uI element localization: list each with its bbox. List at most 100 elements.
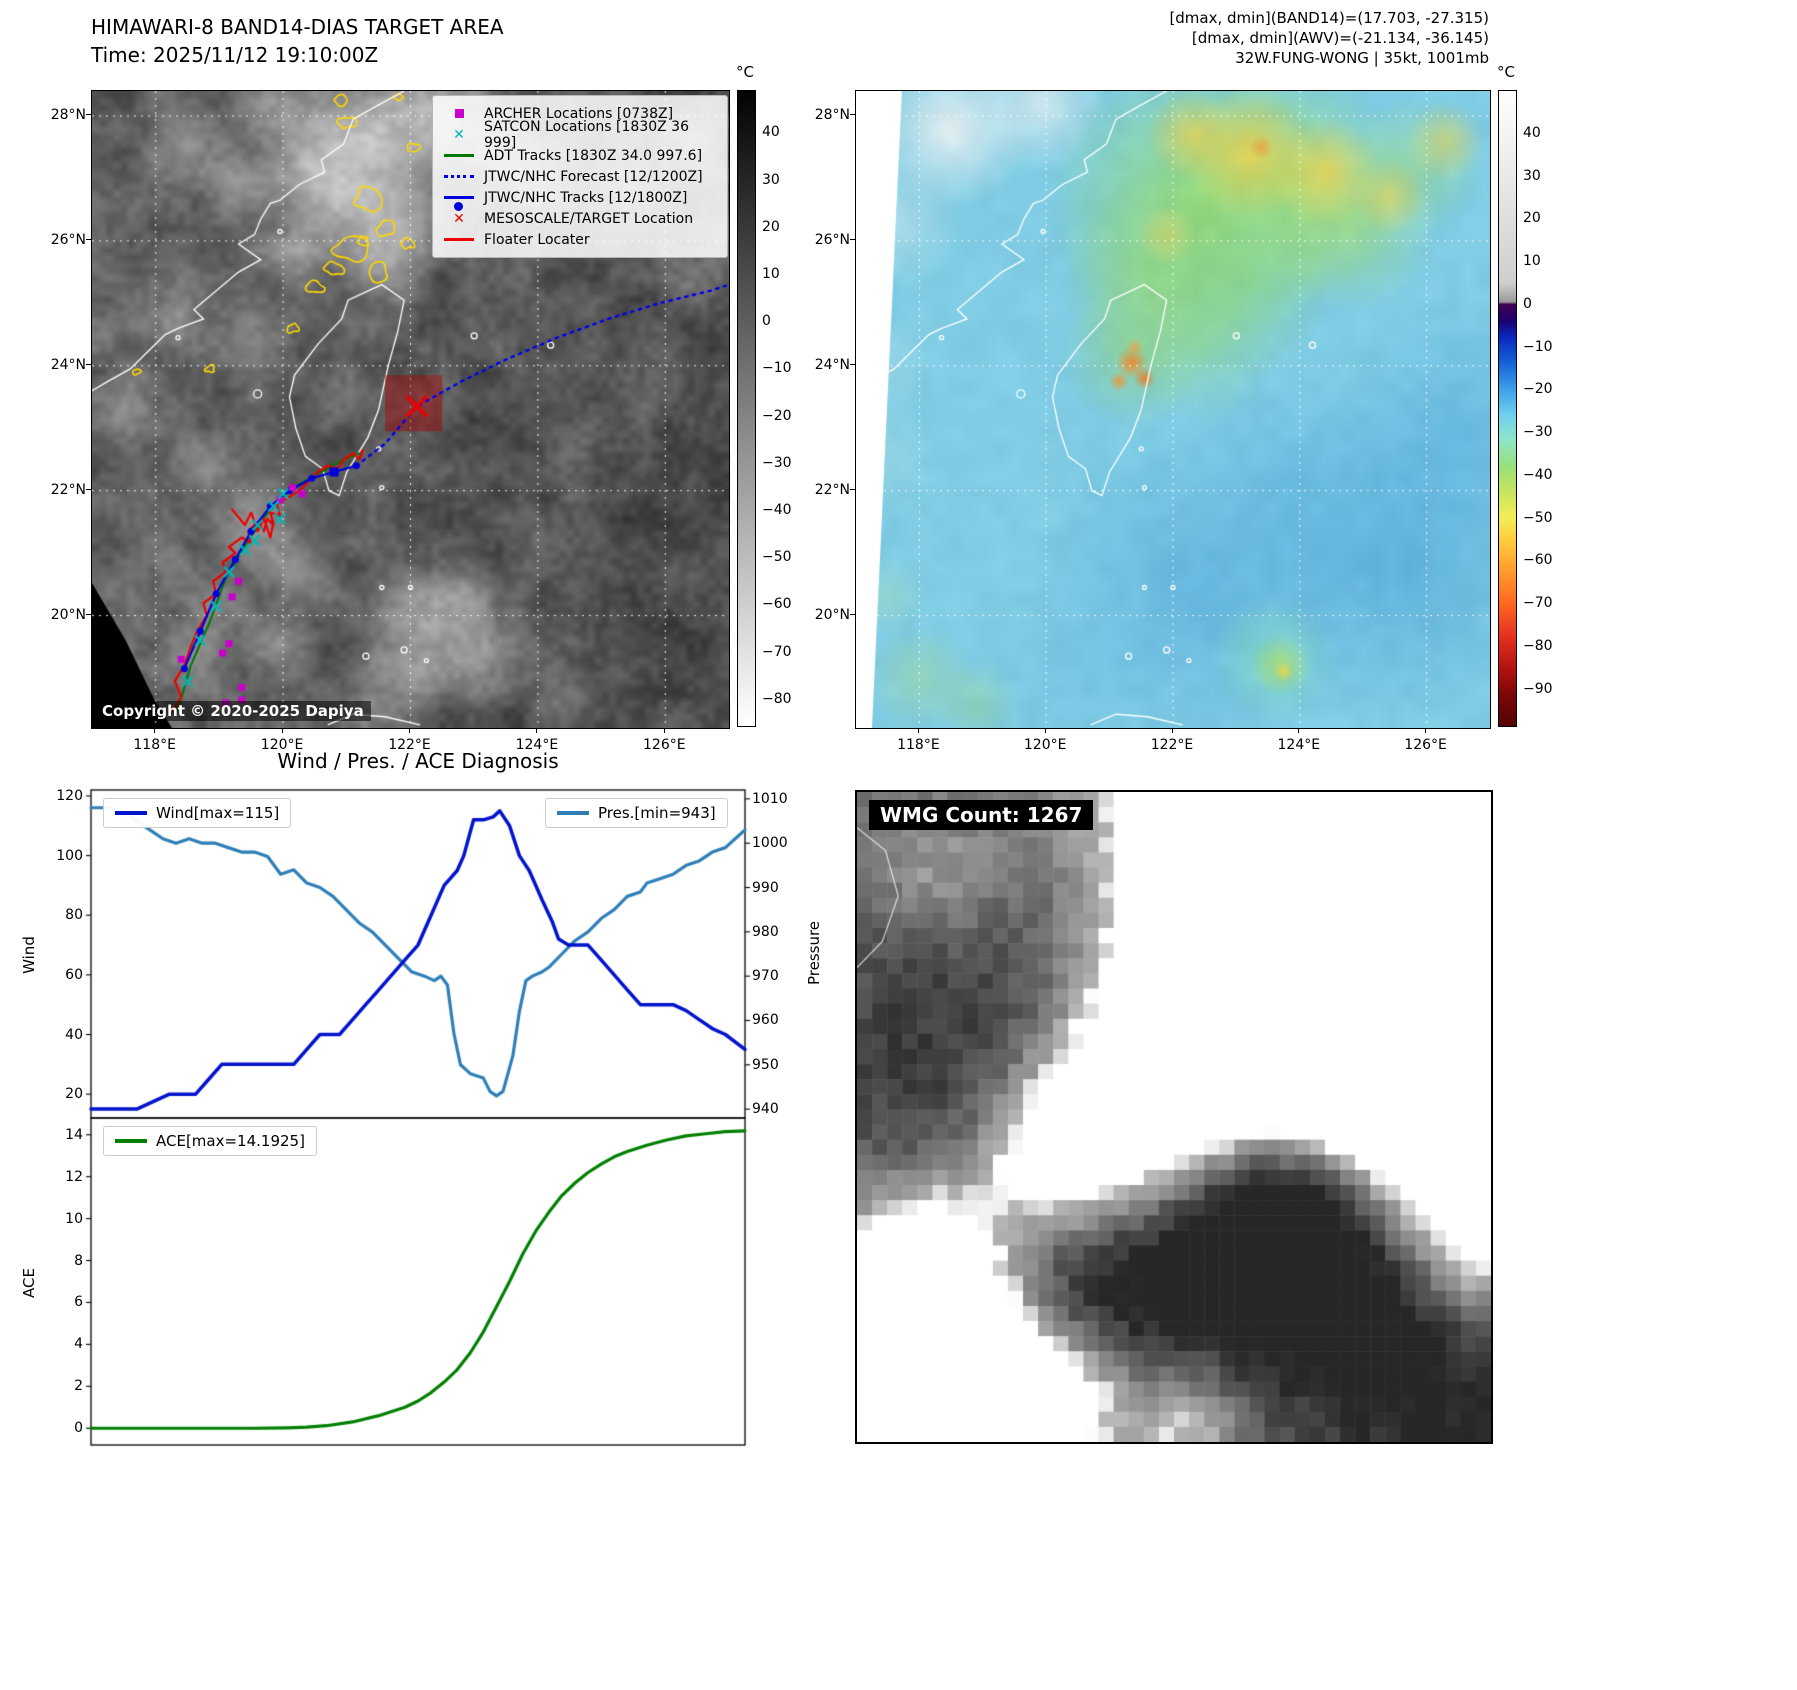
pressure-legend-label: Pres.[min=943]	[598, 804, 716, 822]
band14-lon-tick-label: 120°E	[260, 737, 304, 753]
band14-lat-tick-label: 24°N	[50, 356, 86, 373]
band14-lat-tick-mark	[86, 489, 91, 491]
band14-colorbar	[737, 90, 756, 727]
pressure-ytick-label: 990	[752, 879, 779, 896]
band14-lon-tick-mark	[154, 728, 156, 733]
awv-lon-tick-label: 118°E	[897, 737, 940, 753]
wind-ytick-label: 40	[65, 1026, 83, 1043]
awv-lon-tick-mark	[1425, 728, 1427, 733]
pressure-ytick-label: 970	[752, 968, 779, 985]
awv-lat-tick-label: 28°N	[814, 106, 850, 123]
band14-colorbar-tick-label: −50	[762, 549, 792, 566]
awv-lon-tick-mark	[917, 728, 919, 733]
ace-ytick-label: 6	[74, 1294, 83, 1311]
panel1-subtitle: Time: 2025/11/12 19:10:00Z	[91, 43, 379, 67]
legend-item-label: MESOSCALE/TARGET Location	[484, 210, 694, 227]
satcon-x-icon: ✕	[453, 126, 465, 143]
storm-info-text: 32W.FUNG-WONG | 35kt, 1001mb	[1235, 49, 1489, 67]
band14-lat-tick-label: 28°N	[50, 106, 86, 123]
awv-lon-tick-mark	[1171, 728, 1173, 733]
band14-colorbar-tick-label: 30	[762, 171, 780, 188]
pressure-ytick-label: 1000	[752, 835, 788, 852]
band14-lon-tick-label: 118°E	[133, 737, 176, 753]
awv-colorbar-tick-label: 20	[1523, 210, 1541, 227]
wind-legend-label: Wind[max=115]	[156, 804, 280, 822]
ace-ytick-label: 12	[65, 1168, 83, 1185]
wind-legend-line	[115, 811, 147, 815]
legend-item: ✕ MESOSCALE/TARGET Location	[443, 208, 717, 229]
awv-colorbar-tick-label: 0	[1523, 295, 1532, 312]
pressure-ytick-label: 950	[752, 1056, 779, 1073]
band14-lon-tick-label: 124°E	[515, 737, 559, 753]
legend-item-label: JTWC/NHC Tracks [12/1800Z]	[484, 189, 688, 206]
awv-colorbar	[1498, 90, 1517, 727]
band14-colorbar-tick-label: 0	[762, 313, 771, 330]
track-line-dot-icon	[443, 196, 475, 211]
awv-colorbar-tick-label: −80	[1523, 637, 1553, 654]
band14-lon-tick-mark	[663, 728, 665, 733]
ace-ytick-label: 14	[65, 1126, 83, 1143]
track-line-icon	[443, 238, 475, 241]
awv-lon-tick-mark	[1044, 728, 1046, 733]
band14-colorbar-tick-label: −30	[762, 454, 792, 471]
awv-colorbar-tick-label: −20	[1523, 381, 1553, 398]
pressure-ytick-label: 960	[752, 1012, 779, 1029]
legend-item-label: SATCON Locations [1830Z 36 999]	[484, 118, 689, 151]
wind-ytick-label: 80	[65, 907, 83, 924]
band14-lon-tick-label: 122°E	[388, 737, 431, 753]
awv-colorbar-tick-label: 10	[1523, 253, 1541, 269]
band14-lat-tick-mark	[86, 364, 91, 366]
awv-lon-tick-label: 122°E	[1150, 737, 1194, 753]
band14-colorbar-tick-label: −70	[762, 643, 792, 660]
pressure-ytick-label: 1010	[752, 790, 788, 807]
awv-lat-tick-mark	[850, 114, 855, 116]
band14-dmax-dmin-text: [dmax, dmin](BAND14)=(17.703, -27.315)	[1169, 9, 1489, 27]
awv-colorbar-tick-label: −40	[1523, 466, 1553, 483]
awv-lat-tick-label: 20°N	[814, 606, 850, 623]
awv-lat-tick-mark	[850, 489, 855, 491]
wind-ytick-label: 20	[65, 1086, 83, 1103]
awv-colorbar-tick-label: −60	[1523, 552, 1553, 569]
band14-colorbar-tick-label: 20	[762, 218, 780, 235]
map-legend: ARCHER Locations [0738Z] ✕ SATCON Location…	[432, 95, 728, 258]
track-line-icon	[443, 154, 475, 157]
pressure-ytick-label: 980	[752, 923, 779, 940]
copyright-badge: Copyright © 2020-2025 Dapiya	[95, 701, 371, 721]
ace-ytick-label: 10	[65, 1210, 83, 1227]
awv-lat-tick-mark	[850, 364, 855, 366]
legend-item-label: ADT Tracks [1830Z 34.0 997.6]	[484, 147, 703, 164]
awv-colorbar-tick-label: −10	[1523, 338, 1553, 355]
legend-item: ARCHER Locations [0738Z]	[443, 103, 717, 124]
wind-ytick-label: 60	[65, 966, 83, 983]
awv-colorbar-tick-label: −30	[1523, 424, 1553, 440]
band14-colorbar-tick-label: 40	[762, 124, 780, 141]
band14-lat-tick-mark	[86, 114, 91, 116]
wind-ytick-label: 100	[56, 847, 83, 864]
band14-colorbar-tick-label: −40	[762, 501, 792, 518]
ace-ytick-label: 8	[74, 1252, 83, 1269]
wind-legend: Wind[max=115]	[103, 798, 292, 828]
legend-item: JTWC/NHC Forecast [12/1200Z]	[443, 166, 717, 187]
band14-lat-tick-mark	[86, 239, 91, 241]
awv-lat-tick-mark	[850, 614, 855, 616]
awv-lon-tick-label: 120°E	[1023, 737, 1067, 753]
wind-axis-label: Wind	[20, 936, 38, 974]
band14-colorbar-tick-label: −10	[762, 360, 792, 377]
wind-pressure-ace-chart	[20, 775, 820, 1465]
awv-lon-tick-label: 124°E	[1277, 737, 1321, 753]
band14-lon-tick-mark	[409, 728, 410, 733]
ace-ytick-label: 2	[74, 1378, 83, 1395]
band14-lon-tick-mark	[281, 728, 283, 733]
band14-colorbar-tick-label: −80	[762, 690, 792, 707]
band14-colorbar-tick-label: −60	[762, 596, 792, 613]
colorbar2-unit-label: °C	[1497, 63, 1515, 81]
band14-lat-tick-label: 26°N	[50, 231, 86, 248]
band14-lon-tick-mark	[536, 728, 538, 733]
legend-item-label: JTWC/NHC Forecast [12/1200Z]	[484, 168, 703, 185]
legend-item: ✕ SATCON Locations [1830Z 36 999]	[443, 119, 717, 151]
pressure-ytick-label: 940	[752, 1101, 779, 1118]
band14-lat-tick-mark	[86, 614, 91, 616]
awv-lat-tick-label: 24°N	[814, 356, 850, 373]
ace-ytick-label: 0	[74, 1420, 83, 1437]
awv-satellite-map	[855, 90, 1491, 729]
